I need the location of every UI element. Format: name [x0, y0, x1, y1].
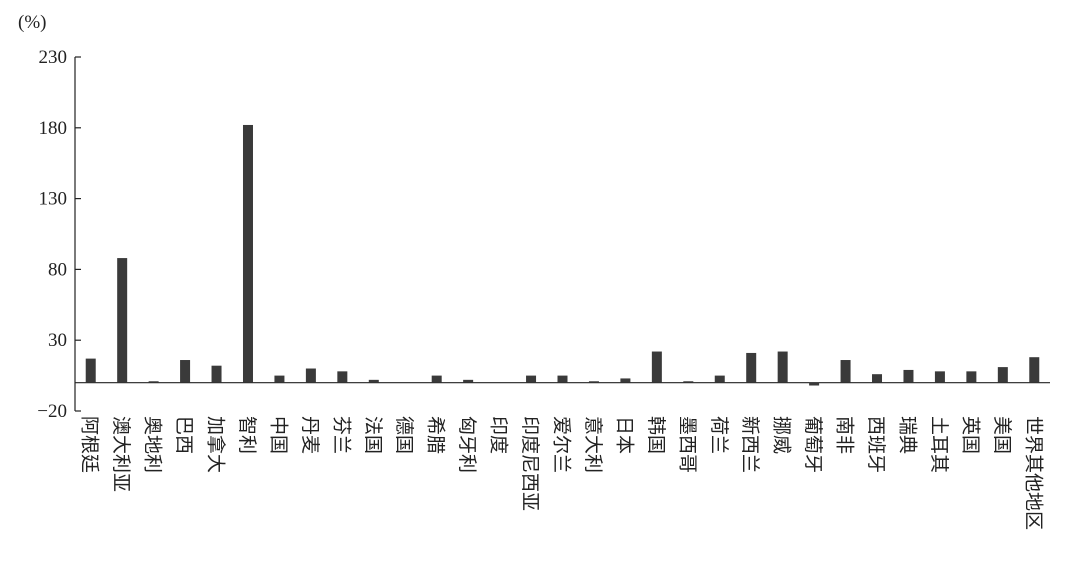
- bar: [148, 381, 159, 383]
- bar: [117, 258, 128, 383]
- x-tick-label: 澳大利亚: [110, 416, 132, 492]
- x-tick-label: 土耳其: [928, 416, 950, 473]
- bar: [966, 371, 977, 383]
- x-tick-label: 丹麦: [299, 416, 321, 454]
- x-tick-label: 韩国: [645, 416, 667, 454]
- bar: [714, 375, 725, 383]
- bar: [85, 358, 96, 383]
- x-tick-label: 德国: [393, 416, 415, 454]
- bar: [526, 375, 537, 383]
- y-tick-label: −20: [37, 401, 67, 422]
- x-tick-label: 日本: [613, 416, 635, 454]
- x-tick-label: 意大利: [582, 416, 604, 473]
- x-tick-label: 希腊: [425, 416, 447, 454]
- bar: [274, 375, 285, 383]
- bar: [557, 375, 568, 383]
- bar: [242, 124, 253, 383]
- bar: [368, 379, 379, 383]
- x-tick-label: 奥地利: [142, 416, 164, 473]
- bar: [903, 369, 914, 383]
- bar: [620, 378, 631, 383]
- x-tick-label: 南非: [834, 416, 856, 454]
- bar: [840, 360, 851, 383]
- x-tick-label: 爱尔兰: [551, 416, 573, 473]
- y-tick-label: 180: [39, 118, 68, 139]
- x-tick-label: 英国: [959, 416, 981, 454]
- bar: [305, 368, 316, 383]
- y-tick-label: 80: [48, 259, 67, 280]
- x-tick-label: 智利: [236, 416, 258, 454]
- x-tick-label: 印度: [488, 416, 510, 454]
- bar: [180, 360, 191, 383]
- bar: [588, 381, 599, 383]
- bar: [431, 375, 442, 383]
- x-tick-label: 世界其他地区: [1022, 416, 1044, 530]
- bar: [683, 381, 694, 383]
- x-tick-label: 阿根廷: [79, 416, 101, 473]
- y-unit-label: (%): [18, 12, 46, 33]
- bar: [651, 351, 662, 383]
- x-tick-label: 挪威: [771, 416, 793, 454]
- bar: [746, 352, 757, 383]
- bar: [1029, 357, 1040, 383]
- bar: [211, 365, 222, 383]
- x-tick-label: 匈牙利: [456, 416, 478, 473]
- x-tick-label: 中国: [267, 416, 289, 454]
- x-tick-label: 巴西: [173, 416, 194, 454]
- bar: [809, 382, 820, 386]
- x-tick-label: 瑞典: [896, 416, 918, 454]
- bar: [872, 374, 883, 383]
- y-tick-label: 30: [48, 330, 67, 351]
- bar: [463, 379, 474, 383]
- x-tick-label: 印度尼西亚: [519, 416, 541, 511]
- y-tick-label: 230: [39, 47, 68, 68]
- x-tick-label: 墨西哥: [676, 416, 697, 473]
- x-tick-label: 芬兰: [330, 416, 352, 454]
- x-tick-label: 加拿大: [205, 416, 228, 473]
- bar: [337, 371, 348, 383]
- x-tick-label: 荷兰: [708, 416, 730, 454]
- bar: [777, 351, 788, 383]
- bar: [997, 367, 1008, 383]
- y-tick-label: 130: [39, 189, 68, 210]
- x-tick-label: 美国: [991, 416, 1013, 454]
- bar: [934, 371, 945, 383]
- x-tick-label: 葡萄牙: [802, 416, 824, 473]
- x-tick-label: 新西兰: [739, 416, 761, 473]
- x-tick-label: 西班牙: [865, 416, 887, 473]
- x-tick-label: 法国: [362, 416, 384, 454]
